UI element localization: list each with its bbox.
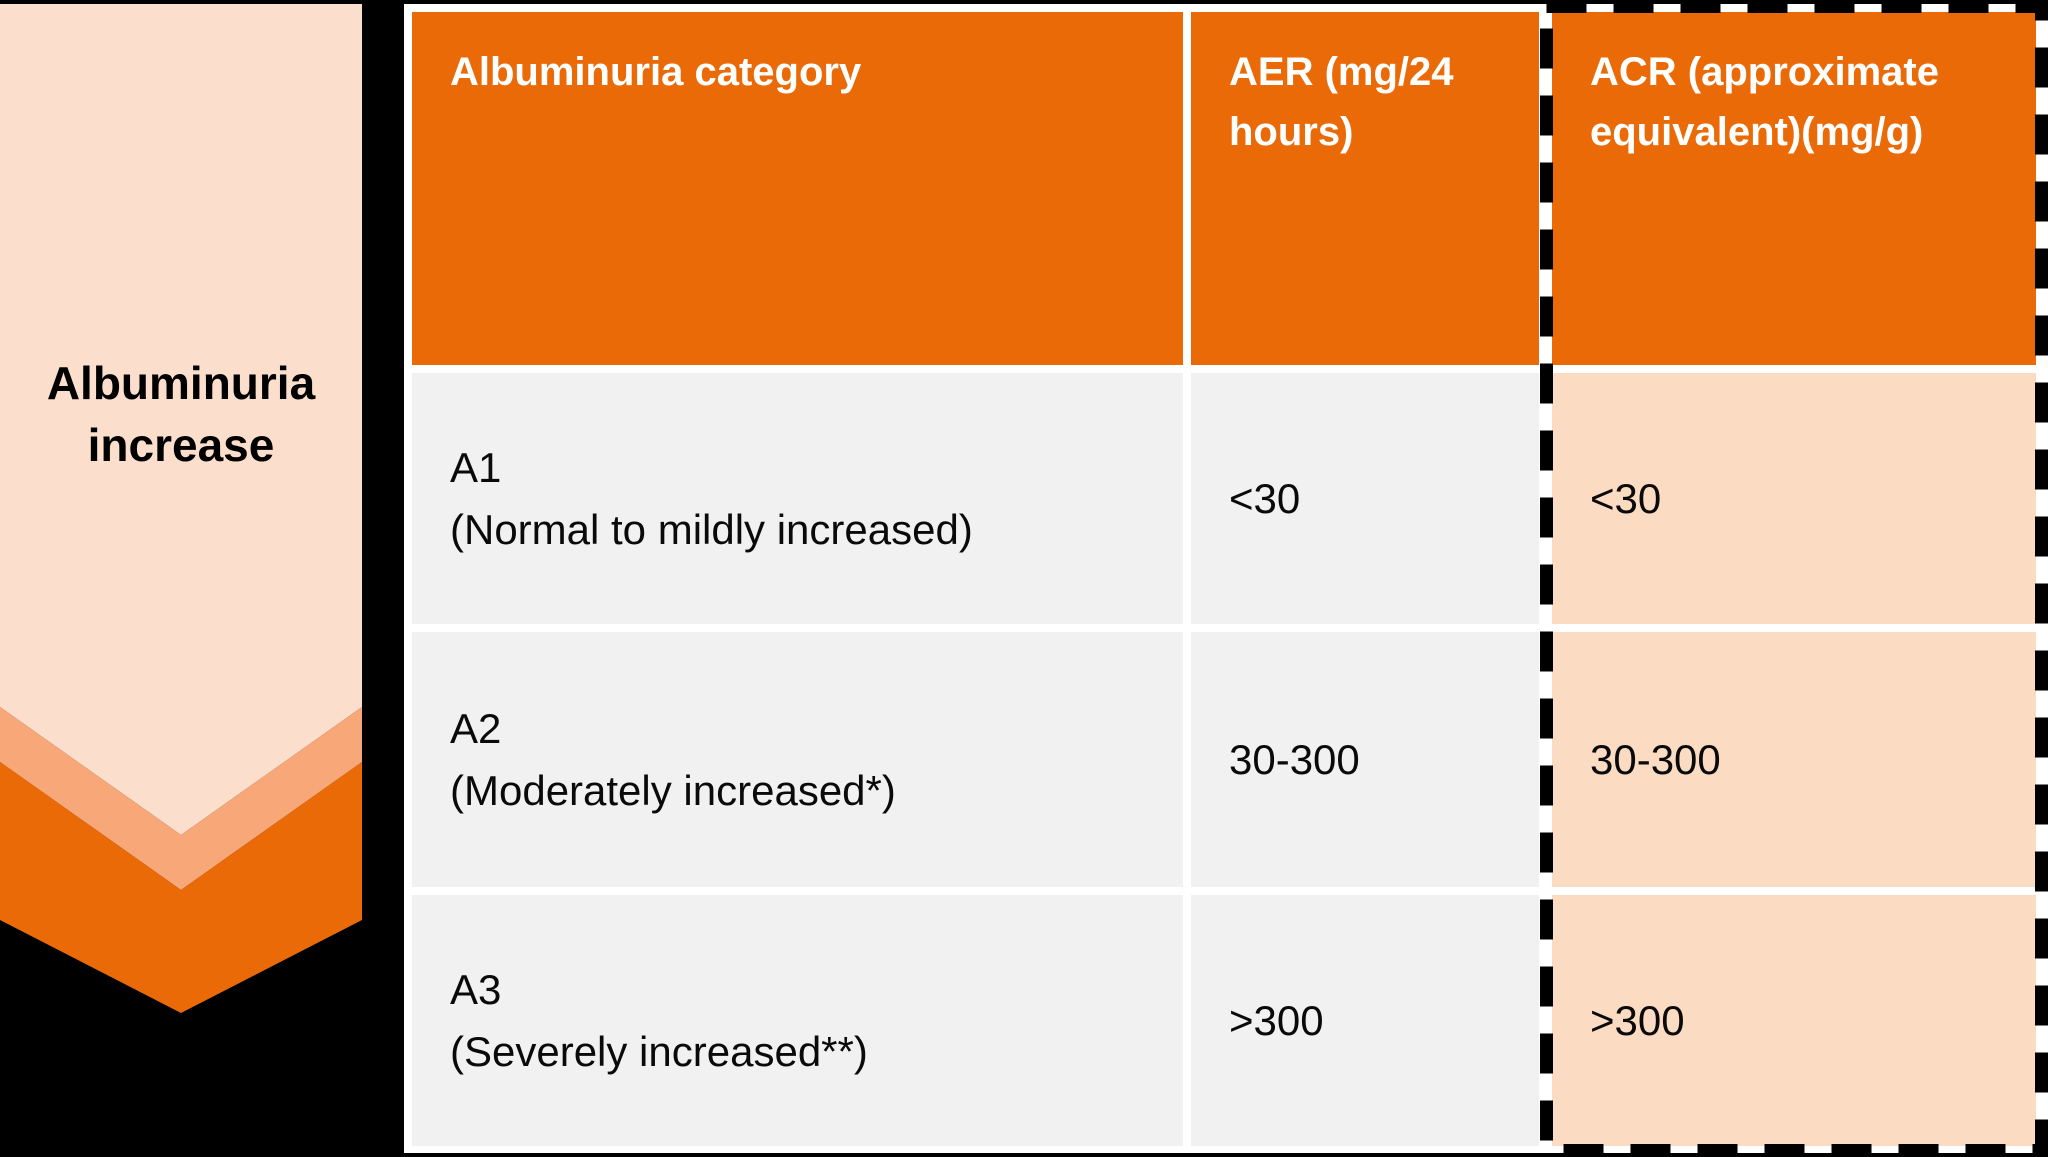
table-row-a2-aer: 30-300 — [1191, 632, 1539, 887]
a2-desc: (Moderately increased*) — [450, 766, 896, 814]
header-acr-label: ACR (approximate equivalent)(mg/g) — [1590, 50, 1939, 154]
a3-desc: (Severely increased**) — [450, 1027, 868, 1075]
a3-code: A3 — [450, 965, 502, 1013]
header-aer-label: AER (mg/24 hours) — [1229, 50, 1454, 154]
a1-acr-value: <30 — [1590, 474, 1662, 522]
arrow-label-line2: increase — [87, 419, 275, 471]
a2-code: A2 — [450, 704, 502, 752]
a1-desc: (Normal to mildly increased) — [450, 505, 973, 553]
a2-acr-value: 30-300 — [1590, 735, 1721, 783]
arrow-label: Albuminuria increase — [0, 352, 362, 476]
a3-aer-value: >300 — [1229, 996, 1324, 1044]
table-row-a1-acr: <30 — [1552, 373, 2036, 624]
table-row-a2-category: A2 (Moderately increased*) — [412, 632, 1183, 887]
table-row-a2-acr: 30-300 — [1552, 632, 2036, 887]
table-row-a1-aer: <30 — [1191, 373, 1539, 624]
header-albuminuria-category-label: Albuminuria category — [450, 50, 862, 94]
arrow-layer-light — [0, 4, 362, 835]
table-row-a1-category: A1 (Normal to mildly increased) — [412, 373, 1183, 624]
header-albuminuria-category: Albuminuria category — [412, 12, 1183, 365]
albuminuria-increase-arrow: Albuminuria increase — [0, 0, 362, 1157]
table-row-a3-acr: >300 — [1552, 895, 2036, 1146]
header-acr: ACR (approximate equivalent)(mg/g) — [1552, 12, 2036, 365]
a1-aer-value: <30 — [1229, 474, 1301, 522]
table-row-a3-aer: >300 — [1191, 895, 1539, 1146]
acr-highlight-dashed-border — [1540, 0, 2048, 1157]
a2-aer-value: 30-300 — [1229, 735, 1360, 783]
header-aer: AER (mg/24 hours) — [1191, 12, 1539, 365]
a1-code: A1 — [450, 443, 502, 491]
a3-acr-value: >300 — [1590, 996, 1685, 1044]
table-row-a3-category: A3 (Severely increased**) — [412, 895, 1183, 1146]
arrow-label-line1: Albuminuria — [46, 357, 316, 409]
